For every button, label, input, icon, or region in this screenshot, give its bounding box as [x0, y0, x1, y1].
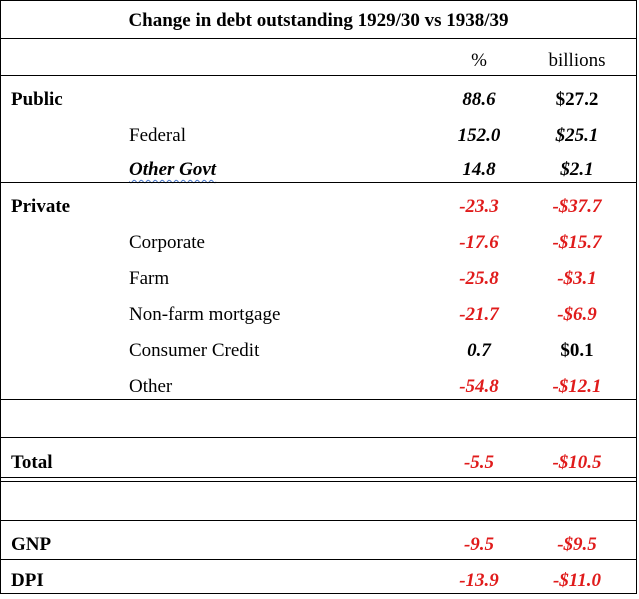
row-percent: -21.7: [459, 304, 499, 325]
row-percent: -23.3: [459, 196, 499, 217]
row-label: Other Govt: [129, 159, 217, 180]
table-row-consumer-credit: Consumer Credit 0.7 $0.1: [1, 333, 636, 369]
table-row-total: Total -5.5 -$10.5: [1, 445, 636, 481]
header-billions: billions: [548, 50, 606, 71]
table-row-public: Public 88.6 $27.2: [1, 82, 636, 118]
row-billions: -$6.9: [557, 304, 597, 325]
row-billions: -$12.1: [552, 376, 602, 397]
table-row-corporate: Corporate -17.6 -$15.7: [1, 225, 636, 261]
row-percent: -5.5: [463, 452, 495, 473]
table-row-other-govt: Other Govt 14.8 $2.1: [1, 152, 636, 188]
row-billions: $0.1: [560, 340, 594, 361]
divider: [1, 559, 636, 560]
divider: [1, 75, 636, 76]
row-label: Private: [11, 196, 71, 217]
divider: [1, 182, 636, 183]
row-billions: -$10.5: [552, 452, 602, 473]
double-divider: [1, 477, 636, 482]
row-billions: -$9.5: [557, 534, 597, 555]
row-billions: $27.2: [555, 89, 599, 110]
row-label: Public: [11, 89, 63, 110]
row-label: Consumer Credit: [129, 340, 260, 361]
row-percent: 152.0: [457, 125, 501, 146]
row-label: GNP: [11, 534, 52, 555]
row-billions: -$3.1: [557, 268, 597, 289]
row-label: Other: [129, 376, 173, 397]
row-billions: $25.1: [555, 125, 599, 146]
row-percent: -54.8: [459, 376, 499, 397]
row-percent: -25.8: [459, 268, 499, 289]
row-percent: -9.5: [463, 534, 495, 555]
row-label: Total: [11, 452, 53, 473]
table-row-non-farm-mortgage: Non-farm mortgage -21.7 -$6.9: [1, 297, 636, 333]
row-label: Federal: [129, 125, 186, 146]
row-label: Farm: [129, 268, 170, 289]
header-percent: %: [471, 50, 487, 71]
table-row-private: Private -23.3 -$37.7: [1, 189, 636, 225]
row-label: Corporate: [129, 232, 205, 253]
table-title: Change in debt outstanding 1929/30 vs 19…: [1, 1, 636, 39]
row-billions: -$11.0: [552, 570, 602, 591]
table-row-dpi: DPI -13.9 -$11.0: [1, 563, 636, 599]
row-percent: 88.6: [462, 89, 496, 110]
row-label: Non-farm mortgage: [129, 304, 281, 325]
table-row-gnp: GNP -9.5 -$9.5: [1, 527, 636, 563]
table-row-federal: Federal 152.0 $25.1: [1, 118, 636, 154]
row-percent: 14.8: [462, 159, 496, 180]
table-row-farm: Farm -25.8 -$3.1: [1, 261, 636, 297]
row-billions: -$15.7: [552, 232, 602, 253]
table-row-other: Other -54.8 -$12.1: [1, 369, 636, 405]
divider: [1, 399, 636, 400]
row-percent: -17.6: [459, 232, 499, 253]
divider: [1, 437, 636, 438]
row-label: DPI: [11, 570, 44, 591]
row-percent: -13.9: [459, 570, 499, 591]
divider: [1, 520, 636, 521]
row-percent: 0.7: [467, 340, 491, 361]
row-billions: $2.1: [560, 159, 594, 180]
row-billions: -$37.7: [552, 196, 602, 217]
